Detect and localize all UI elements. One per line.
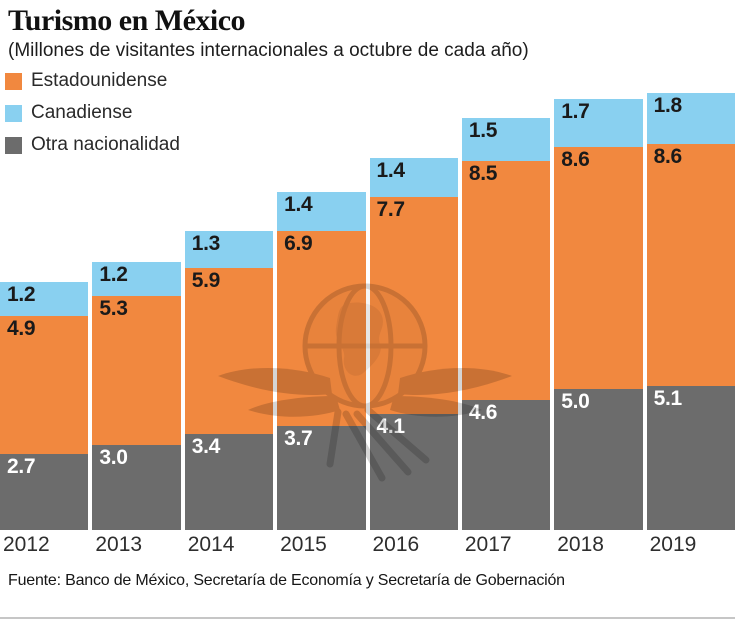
- value-label: 1.8: [653, 93, 683, 117]
- bar-2013: 1.2 5.3 3.0: [92, 262, 181, 530]
- value-label: 3.4: [191, 435, 221, 459]
- bar-segment-2019-estadounidense: 8.6: [646, 143, 735, 387]
- legend-label: Otra nacionalidad: [31, 134, 180, 155]
- source-note: Fuente: Banco de México, Secretaría de E…: [8, 572, 565, 589]
- bar-2017: 1.5 8.5 4.6: [461, 118, 551, 530]
- value-label: 1.7: [561, 99, 590, 123]
- bar-2016: 1.4 7.7 4.1: [369, 157, 458, 530]
- value-label: 8.6: [561, 147, 590, 171]
- x-axis: 2012 2013 2014 2015 2016 2017 2018 2019: [0, 533, 735, 557]
- value-label: 3.0: [99, 446, 128, 470]
- value-label: 5.0: [561, 390, 590, 413]
- value-label: 5.3: [99, 296, 128, 320]
- bar-segment-2012-otra-nacionalidad: 2.7: [0, 453, 89, 530]
- bar-segment-2016-estadounidense: 7.7: [369, 197, 458, 415]
- x-tick-2016: 2016: [372, 533, 420, 556]
- bar-2019: 1.8 8.6 5.1: [646, 92, 735, 530]
- value-label: 6.9: [284, 232, 313, 256]
- value-label: 1.2: [7, 282, 36, 306]
- bar-segment-2019-otra-nacionalidad: 5.1: [646, 386, 735, 530]
- legend-item-canadiense: Canadiense: [5, 102, 180, 124]
- value-label: 4.6: [468, 401, 498, 425]
- bars-area: 1.2 4.9 2.7 1.2 5.3 3.0 1.3 5.9 3.4 1.4 6.9 3.7 1.4 7…: [0, 92, 735, 530]
- legend-item-otra-nacionalidad: Otra nacionalidad: [5, 134, 180, 156]
- bar-segment-2014-canadiense: 1.3: [184, 231, 274, 268]
- bar-2018: 1.7 8.6 5.0: [554, 98, 643, 530]
- value-label: 1.4: [284, 192, 313, 216]
- bar-segment-2013-canadiense: 1.2: [92, 262, 181, 296]
- x-tick-2017: 2017: [464, 533, 512, 556]
- bar-segment-2016-canadiense: 1.4: [369, 157, 458, 198]
- bar-segment-2016-otra-nacionalidad: 4.1: [369, 414, 458, 530]
- bar-segment-2015-otra-nacionalidad: 3.7: [277, 425, 366, 530]
- legend-swatch-icon: [5, 136, 22, 154]
- x-tick-2019: 2019: [649, 533, 697, 556]
- value-label: 1.4: [376, 158, 406, 182]
- bar-segment-2018-otra-nacionalidad: 5.0: [554, 389, 643, 530]
- bottom-divider: [0, 617, 735, 619]
- bar-segment-2017-canadiense: 1.5: [461, 118, 551, 161]
- value-label: 4.1: [376, 415, 406, 439]
- x-tick-2014: 2014: [187, 533, 235, 556]
- bar-segment-2014-estadounidense: 5.9: [184, 267, 274, 435]
- x-tick-2015: 2015: [280, 533, 327, 556]
- value-label: 8.6: [653, 144, 683, 168]
- value-label: 1.2: [99, 263, 128, 287]
- bar-2012: 1.2 4.9 2.7: [0, 281, 89, 530]
- bar-segment-2013-otra-nacionalidad: 3.0: [92, 445, 181, 530]
- value-label: 8.5: [468, 161, 498, 185]
- bar-segment-2012-canadiense: 1.2: [0, 281, 89, 316]
- legend-swatch-icon: [5, 72, 22, 90]
- bar-segment-2017-estadounidense: 8.5: [461, 160, 551, 401]
- bar-segment-2017-otra-nacionalidad: 4.6: [461, 400, 551, 530]
- legend-item-estadounidense: Estadounidense: [5, 70, 180, 92]
- legend-swatch-icon: [5, 104, 22, 122]
- bar-2014: 1.3 5.9 3.4: [184, 231, 274, 530]
- page-title: Turismo en México: [8, 4, 246, 37]
- x-tick-2013: 2013: [95, 533, 143, 556]
- bar-segment-2012-estadounidense: 4.9: [0, 315, 89, 454]
- value-label: 5.9: [191, 268, 221, 292]
- chart-subtitle: (Millones de visitantes internacionales …: [8, 40, 529, 61]
- value-label: 5.1: [653, 387, 683, 411]
- bar-segment-2018-estadounidense: 8.6: [554, 146, 643, 389]
- value-label: 2.7: [7, 454, 36, 478]
- legend: Estadounidense Canadiense Otra nacionalida…: [5, 70, 180, 156]
- x-tick-2012: 2012: [3, 533, 50, 556]
- bar-segment-2015-estadounidense: 6.9: [277, 231, 366, 426]
- bar-segment-2014-otra-nacionalidad: 3.4: [184, 434, 274, 530]
- x-tick-2018: 2018: [557, 533, 604, 556]
- bar-2015: 1.4 6.9 3.7: [277, 191, 366, 530]
- value-label: 4.9: [7, 316, 36, 340]
- value-label: 7.7: [376, 198, 406, 222]
- bar-segment-2018-canadiense: 1.7: [554, 98, 643, 147]
- value-label: 1.3: [191, 232, 221, 256]
- value-label: 1.5: [468, 119, 498, 143]
- legend-label: Canadiense: [31, 102, 133, 123]
- legend-label: Estadounidense: [31, 70, 168, 91]
- bar-segment-2013-estadounidense: 5.3: [92, 295, 181, 446]
- bar-segment-2015-canadiense: 1.4: [277, 191, 366, 232]
- value-label: 3.7: [284, 426, 313, 450]
- bar-segment-2019-canadiense: 1.8: [646, 92, 735, 144]
